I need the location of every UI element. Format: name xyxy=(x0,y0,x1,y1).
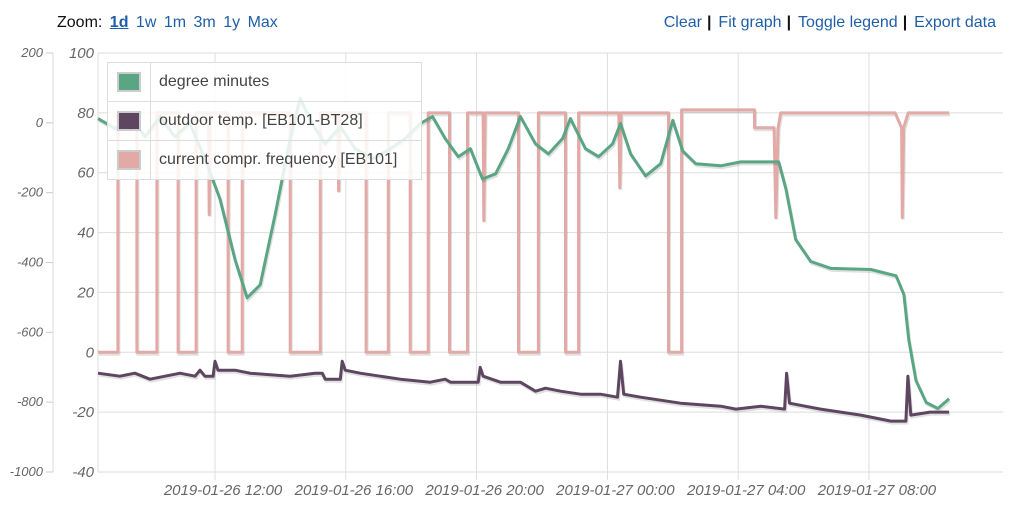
separator: | xyxy=(902,14,908,31)
fit-graph-link[interactable]: Fit graph xyxy=(718,14,782,31)
legend-item-degree-minutes[interactable]: degree minutes xyxy=(108,63,421,102)
y-left-tick-label: -400 xyxy=(17,255,44,270)
y-left-tick-label: -200 xyxy=(17,185,44,200)
y-left-tick-label: 200 xyxy=(20,45,43,60)
y-left-tick-label: 0 xyxy=(36,115,44,130)
graph-actions: Clear | Fit graph | Toggle legend | Export dat… xyxy=(664,14,996,32)
x-tick-label: 2019-01-26 16:00 xyxy=(294,482,414,499)
legend-item-outdoor-temp[interactable]: outdoor temp. [EB101-BT28] xyxy=(108,102,421,141)
export-data-link[interactable]: Export data xyxy=(914,14,996,31)
legend-item-compressor-frequency[interactable]: current compr. frequency [EB101] xyxy=(108,141,421,179)
y-tick-label: 0 xyxy=(86,344,95,361)
legend-swatch-icon xyxy=(117,150,141,170)
toggle-legend-link[interactable]: Toggle legend xyxy=(798,14,898,31)
zoom-1m[interactable]: 1m xyxy=(163,14,187,31)
series-line xyxy=(97,359,950,423)
series-outdoor-temp-eb101-bt28- xyxy=(97,359,951,425)
x-tick-label: 2019-01-27 08:00 xyxy=(817,482,937,499)
legend-label: current compr. frequency [EB101] xyxy=(159,151,398,168)
legend-label: outdoor temp. [EB101-BT28] xyxy=(159,112,363,129)
clear-link[interactable]: Clear xyxy=(663,14,702,31)
legend-swatch-icon xyxy=(117,72,141,92)
chart-legend: degree minutes outdoor temp. [EB101-BT28… xyxy=(107,62,422,180)
y-tick-label: -40 xyxy=(72,464,94,481)
legend-label: degree minutes xyxy=(159,73,270,90)
series-line xyxy=(97,96,951,410)
zoom-1y[interactable]: 1y xyxy=(223,14,241,31)
zoom-max[interactable]: Max xyxy=(247,14,278,31)
series-degree-minutes xyxy=(97,95,952,413)
zoom-bar: Zoom: 1d 1w 1m 3m 1y Max xyxy=(57,14,278,32)
y-left-tick-label: -800 xyxy=(17,394,44,409)
zoom-1d[interactable]: 1d xyxy=(109,14,129,31)
zoom-3m[interactable]: 3m xyxy=(193,14,216,31)
zoom-label: Zoom: xyxy=(57,14,103,31)
y-tick-label: 80 xyxy=(77,105,94,122)
separator: | xyxy=(786,14,792,31)
y-tick-label: 20 xyxy=(76,284,94,301)
zoom-1w[interactable]: 1w xyxy=(135,14,157,31)
y-left-tick-label: -1000 xyxy=(10,464,44,479)
x-tick-label: 2019-01-27 00:00 xyxy=(555,482,675,499)
y-tick-label: 100 xyxy=(69,45,95,62)
series-shadow xyxy=(98,362,951,425)
x-tick-label: 2019-01-26 20:00 xyxy=(424,482,544,499)
y-tick-label: 60 xyxy=(77,165,94,182)
x-tick-label: 2019-01-27 04:00 xyxy=(686,482,806,499)
y-tick-label: -20 xyxy=(72,404,94,421)
x-tick-label: 2019-01-26 12:00 xyxy=(163,482,283,499)
y-tick-label: 40 xyxy=(77,225,94,242)
legend-swatch-icon xyxy=(117,111,141,131)
y-left-tick-label: -600 xyxy=(17,324,44,339)
separator: | xyxy=(706,14,712,31)
